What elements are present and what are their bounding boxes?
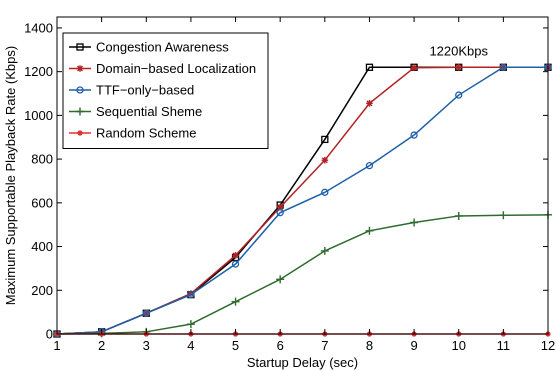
legend-item-congestion-awareness: Congestion Awareness [69, 40, 229, 55]
legend-label-domain-based-localization: Domain−based Localization [96, 61, 256, 76]
y-tick-label: 200 [31, 283, 53, 298]
data-point-sequential-sheme [454, 211, 463, 220]
data-point-sequential-sheme [499, 211, 508, 220]
legend-label-ttf-only-based: TTF−only−based [96, 83, 194, 98]
data-point-ttf-only-based [187, 290, 195, 299]
x-tick-label: 2 [98, 338, 105, 353]
data-point-ttf-only-based [321, 188, 329, 196]
data-point-sequential-sheme [410, 218, 419, 227]
legend-item-random-scheme: Random Scheme [69, 126, 196, 141]
legend-marker-sequential-sheme [76, 107, 84, 116]
x-tick-label: 1 [53, 338, 60, 353]
data-point-ttf-only-based [276, 209, 284, 217]
legend-label-sequential-sheme: Sequential Sheme [96, 104, 202, 119]
data-point-ttf-only-based [455, 91, 463, 99]
axes-frame [56, 16, 549, 335]
x-tick-label: 11 [497, 338, 511, 353]
legend-marker-ttf-only-based [76, 86, 84, 94]
series-line-sequential-sheme [56, 214, 549, 335]
x-tick-label: 9 [410, 338, 417, 353]
y-tick-label: 1200 [24, 64, 53, 79]
data-point-domain-based-localization [232, 251, 239, 259]
legend-label-random-scheme: Random Scheme [96, 126, 196, 141]
series-line-ttf-only-based [56, 66, 548, 335]
y-tick-label: 400 [31, 239, 53, 254]
data-point-sequential-sheme [231, 297, 240, 306]
y-tick-label: 0 [46, 327, 53, 342]
x-axis-label: Startup Delay (sec) [247, 355, 358, 370]
y-tick-label: 800 [31, 152, 53, 167]
x-tick-label: 6 [277, 338, 284, 353]
legend-box [62, 32, 269, 149]
data-point-domain-based-localization [321, 156, 329, 164]
x-tick-label: 7 [321, 338, 328, 353]
legend-item-sequential-sheme: Sequential Sheme [69, 104, 202, 119]
x-tick-label: 4 [187, 338, 194, 353]
data-point-ttf-only-based [365, 162, 374, 170]
legend-marker-congestion-awareness [76, 43, 84, 51]
x-tick-label: 12 [541, 338, 555, 353]
legend-marker-domain-based-localization [76, 65, 84, 72]
data-point-congestion-awareness [321, 135, 329, 144]
legend-label-congestion-awareness: Congestion Awareness [96, 40, 229, 55]
legend-item-domain-based-localization: Domain−based Localization [69, 61, 256, 76]
data-point-domain-based-localization [455, 63, 463, 71]
y-tick-label: 1000 [24, 108, 53, 123]
x-tick-label: 8 [366, 338, 373, 353]
data-point-ttf-only-based [410, 131, 418, 139]
data-point-domain-based-localization [276, 203, 284, 211]
x-tick-label: 3 [143, 338, 150, 353]
data-point-domain-based-localization [366, 100, 373, 107]
data-point-domain-based-localization [187, 290, 195, 297]
data-point-sequential-sheme [276, 275, 285, 284]
legend-marker-random-scheme [77, 130, 83, 136]
y-axis-label: Maximum Supportable Playback Rate (Kbps) [3, 46, 18, 305]
data-point-domain-based-localization [410, 64, 418, 72]
data-point-ttf-only-based [142, 309, 150, 317]
y-tick-label: 1400 [24, 20, 53, 35]
x-tick-label: 10 [451, 338, 465, 353]
data-point-sequential-sheme [320, 246, 329, 255]
data-point-ttf-only-based [231, 260, 240, 268]
x-tick-label: 5 [232, 338, 239, 353]
annotation-1220kbps: 1220Kbps [429, 43, 488, 58]
legend-item-ttf-only-based: TTF−only−based [69, 83, 194, 98]
data-point-congestion-awareness [365, 63, 374, 71]
legend: Congestion Awareness Domain−based Localiz… [62, 32, 269, 149]
data-point-sequential-sheme [186, 320, 195, 329]
data-point-ttf-only-based [499, 63, 508, 71]
y-tick-label: 600 [31, 195, 53, 210]
data-point-sequential-sheme [365, 226, 374, 235]
